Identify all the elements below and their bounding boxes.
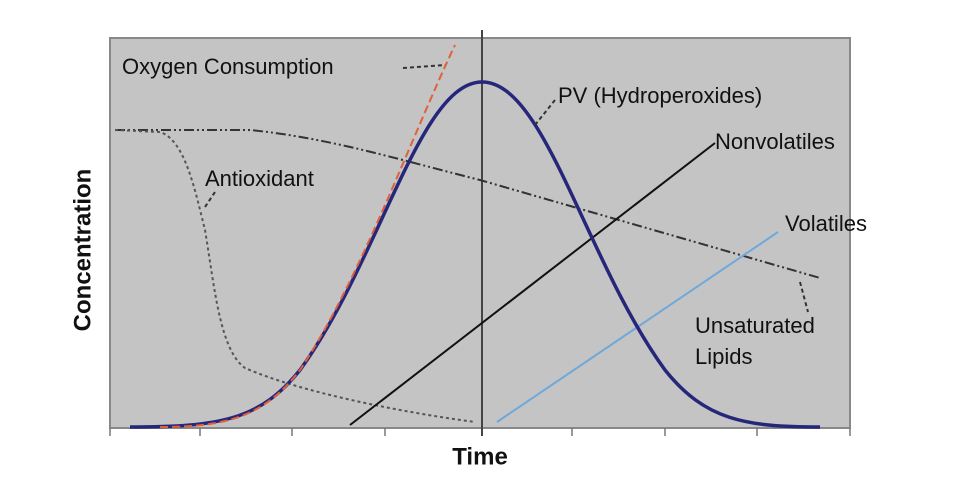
pv-curve xyxy=(129,80,821,429)
y-axis-label: Concentration xyxy=(69,169,96,332)
lipids-curve xyxy=(115,129,821,279)
antioxidant-label: Antioxidant xyxy=(205,166,314,191)
nonvolatiles-label: Nonvolatiles xyxy=(715,129,835,154)
x-ticks xyxy=(109,428,851,436)
lipids-label: Lipids xyxy=(695,344,752,369)
leader-lines xyxy=(204,64,809,313)
volatiles-label: Volatiles xyxy=(785,211,867,236)
antioxidant-curve xyxy=(114,129,476,423)
plot-area xyxy=(109,37,851,429)
lipids-label: Unsaturated xyxy=(695,313,815,338)
oxygen-label: Oxygen Consumption xyxy=(122,54,334,79)
pv-label: PV (Hydroperoxides) xyxy=(558,83,762,108)
nonvolatiles-line xyxy=(349,142,716,426)
x-axis-label: Time xyxy=(452,443,508,470)
